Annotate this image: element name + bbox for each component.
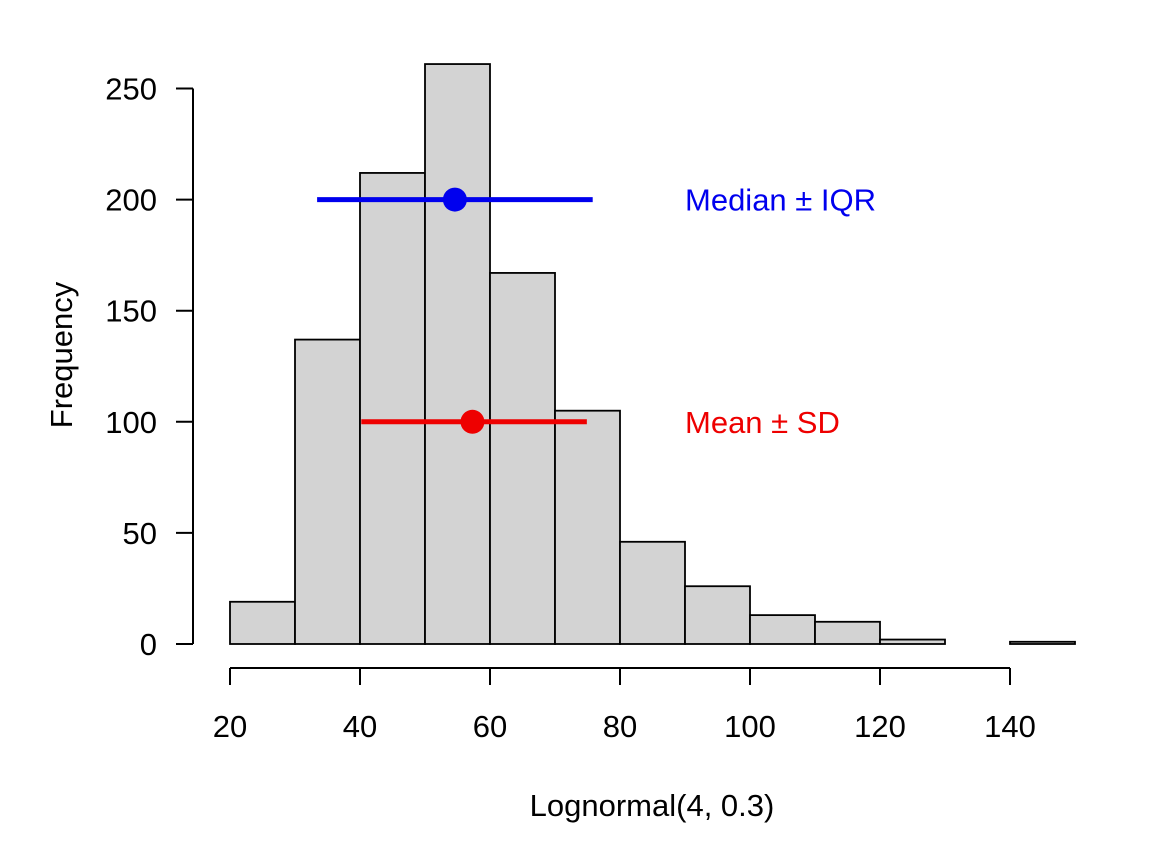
y-tick-label: 150 xyxy=(105,294,157,329)
annotations: Median ± IQR Mean ± SD xyxy=(317,183,876,440)
y-axis: 0 50 100 150 200 250 xyxy=(105,72,194,662)
x-tick-label: 100 xyxy=(724,709,776,744)
y-tick-label: 50 xyxy=(123,516,157,551)
histogram-bar xyxy=(1009,640,1076,645)
histogram-bar xyxy=(294,338,361,645)
y-tick-label: 100 xyxy=(105,405,157,440)
y-axis-label: Frequency xyxy=(44,281,79,428)
x-tick-label: 140 xyxy=(984,709,1036,744)
histogram-bar xyxy=(424,63,491,645)
y-tick-label: 250 xyxy=(105,72,157,107)
histogram-bar xyxy=(879,638,946,645)
y-tick-label: 200 xyxy=(105,183,157,218)
center-point xyxy=(460,409,485,434)
histogram-bar xyxy=(359,172,426,645)
histogram-bar xyxy=(684,585,751,645)
x-tick-label: 80 xyxy=(603,709,637,744)
histogram-bar xyxy=(489,272,556,645)
x-tick-label: 40 xyxy=(343,709,377,744)
histogram-bars xyxy=(229,63,1076,645)
x-tick-label: 60 xyxy=(473,709,507,744)
annotation-label: Median ± IQR xyxy=(685,183,876,218)
x-tick-label: 120 xyxy=(854,709,906,744)
annotation-label: Mean ± SD xyxy=(685,405,840,440)
histogram-bar xyxy=(619,540,686,645)
center-point xyxy=(442,187,467,212)
x-tick-label: 20 xyxy=(213,709,247,744)
x-axis-label: Lognormal(4, 0.3) xyxy=(530,788,775,823)
x-axis: 20 40 60 80 100 120 140 xyxy=(213,667,1036,744)
y-tick-label: 0 xyxy=(140,627,157,662)
histogram-bar xyxy=(554,409,621,645)
histogram-bar xyxy=(749,614,816,645)
histogram-bar xyxy=(814,620,881,645)
histogram-bar xyxy=(229,600,296,645)
